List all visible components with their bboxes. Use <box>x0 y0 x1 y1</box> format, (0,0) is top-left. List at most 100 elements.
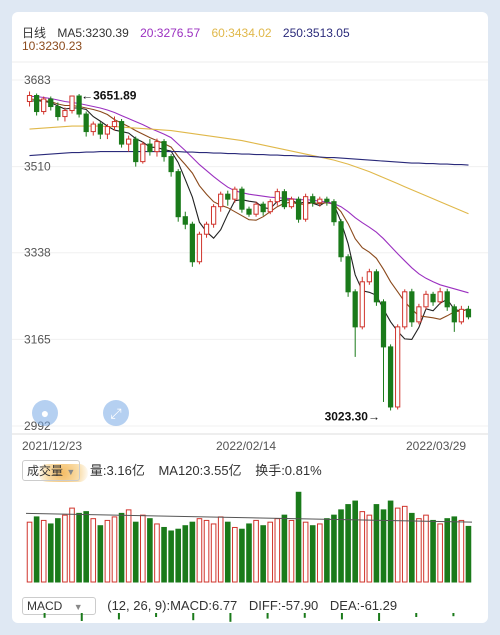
candle-body <box>295 198 302 220</box>
candle-body <box>458 308 465 323</box>
macd-bar <box>229 613 232 622</box>
candle-body <box>48 98 54 108</box>
volume-bar <box>295 491 302 583</box>
candle-body <box>168 156 174 173</box>
candle-body <box>324 198 330 203</box>
candle-body <box>41 98 47 113</box>
volume-chart[interactable] <box>12 482 488 587</box>
candle-body <box>359 281 365 328</box>
candle-body <box>118 121 125 145</box>
volume-bar <box>288 519 295 583</box>
macd-bar <box>192 613 195 621</box>
macd-bar <box>303 613 306 618</box>
candle-body <box>55 106 61 118</box>
volume-bar <box>253 519 259 583</box>
volume-bar <box>352 500 358 583</box>
chart-toggle-icon: ● <box>40 405 50 421</box>
volume-bar <box>97 525 104 583</box>
candle-body <box>395 326 401 408</box>
macd-params: (12, 26, 9):MACD:6.77 <box>107 598 238 613</box>
volume-bar <box>281 514 288 583</box>
period-label[interactable]: 日线 <box>22 26 47 40</box>
volume-bar <box>47 523 54 583</box>
volume-bar <box>55 518 61 583</box>
candle-body <box>288 198 295 208</box>
x-tick-label: 2022/03/29 <box>406 439 466 452</box>
candle-body <box>423 293 429 308</box>
volume-bar <box>359 511 366 583</box>
volume-bar <box>33 516 40 583</box>
volume-bar <box>168 530 174 583</box>
volume-bar <box>465 525 472 583</box>
volume-bar <box>104 519 111 583</box>
volume-selector-label: 成交量 <box>27 464 64 478</box>
volume-bar <box>309 525 316 583</box>
candle-body <box>133 138 139 163</box>
macd-selector[interactable]: MACD ▼ <box>22 597 96 615</box>
ma20-value: 20:3276.57 <box>140 26 201 40</box>
x-tick-label: 2022/02/14 <box>216 439 276 452</box>
ma-legend: 日线 MA5:3230.39 20:3276.57 60:3434.02 250… <box>22 24 358 41</box>
chart-card: 日线 MA5:3230.39 20:3276.57 60:3434.02 250… <box>12 12 488 623</box>
macd-bar <box>340 613 343 620</box>
chart-toggle-button[interactable]: ● <box>32 400 58 426</box>
volume-selector[interactable]: 成交量 ▼ <box>22 460 81 481</box>
candle-body <box>465 308 472 318</box>
volume-bar <box>387 500 394 583</box>
candle-body <box>76 95 82 115</box>
x-tick-label: 2021/12/23 <box>22 439 82 452</box>
candle-body <box>444 291 450 308</box>
candle-body <box>373 271 380 303</box>
candle-body <box>189 223 195 263</box>
candle-body <box>26 95 33 103</box>
candle-body <box>253 203 259 215</box>
ma-line-ma250 <box>29 151 469 166</box>
volume-bar <box>260 525 266 583</box>
volume-bar <box>239 528 245 583</box>
candle-body <box>345 256 351 293</box>
volume-bar <box>76 512 82 583</box>
annotations: ←3651.89 3023.30→ <box>81 89 380 424</box>
y-tick-label: 3683 <box>24 73 51 87</box>
candle-body <box>437 291 443 303</box>
candle-body <box>416 306 422 323</box>
volume-bar <box>274 518 281 583</box>
dea-value: DEA:-61.29 <box>329 598 398 613</box>
ma5-value: MA5:3230.39 <box>57 26 129 40</box>
expand-button[interactable]: ⤢ <box>103 400 129 426</box>
candle-body <box>380 301 387 348</box>
candle-body <box>203 223 210 235</box>
volume-ma-line <box>25 512 473 523</box>
candle-body <box>225 193 231 200</box>
candle-body <box>154 141 160 153</box>
candle-body <box>430 293 436 303</box>
chevron-down-icon: ▼ <box>66 467 76 477</box>
candle-body <box>246 208 252 215</box>
candle-body <box>387 346 394 408</box>
expand-icon: ⤢ <box>110 405 122 421</box>
volume-bar <box>40 519 47 583</box>
candle-body <box>83 113 89 133</box>
candle-body <box>69 95 75 112</box>
turnover-value: 换手:0.81% <box>255 463 322 478</box>
ma250-value: 250:3513.05 <box>282 26 350 40</box>
volume-bar <box>132 521 139 583</box>
ma120-value: MA120:3.55亿 <box>158 463 242 478</box>
volume-bar <box>196 518 203 583</box>
volume-bar <box>331 514 337 583</box>
volume-bar <box>409 512 415 583</box>
candle-body <box>111 121 118 128</box>
y-tick-label: 3510 <box>24 160 51 174</box>
volume-bar <box>345 504 351 583</box>
candle-body <box>210 206 217 225</box>
candle-body <box>126 138 132 145</box>
volume-bar <box>217 516 224 583</box>
macd-legend: MACD ▼ (12, 26, 9):MACD:6.77 DIFF:-57.90… <box>22 597 405 615</box>
y-tick-label: 3165 <box>24 332 51 346</box>
macd-bar <box>43 613 46 618</box>
volume-bar <box>125 509 132 583</box>
candle-body <box>366 271 372 283</box>
volume-legend: 成交量 ▼ 量:3.16亿 MA120:3.55亿 换手:0.81% <box>22 460 322 481</box>
candle-body <box>274 191 280 203</box>
